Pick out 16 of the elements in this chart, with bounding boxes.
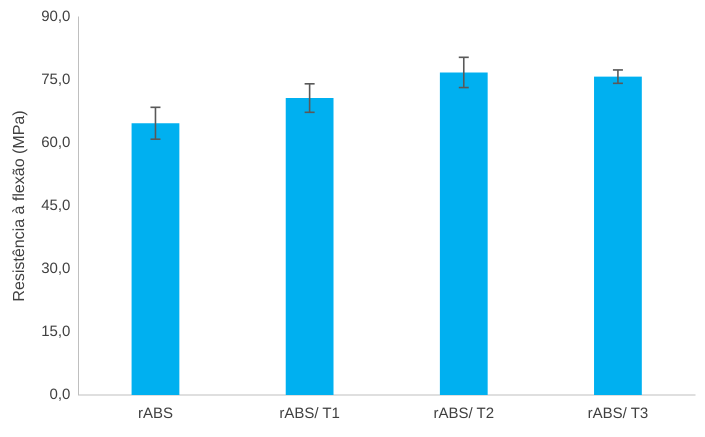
y-tick-label: 0,0	[50, 386, 70, 404]
y-axis-title: Resistência à flexão (MPa)	[11, 110, 28, 302]
bar	[594, 76, 642, 395]
bar	[132, 123, 180, 395]
y-tick-label: 60,0	[41, 134, 70, 152]
y-tick-label: 45,0	[41, 197, 70, 214]
y-tick-label: 90,0	[41, 8, 70, 26]
x-tick-label: rABS/ T2	[433, 405, 494, 422]
y-tick-label: 75,0	[41, 71, 70, 88]
y-tick-label: 30,0	[41, 260, 70, 278]
y-tick-label: 15,0	[41, 323, 70, 340]
bar	[440, 72, 488, 395]
x-tick-label: rABS/ T3	[588, 405, 648, 422]
x-tick-label: rABS	[138, 405, 173, 422]
x-tick-label: rABS/ T1	[279, 405, 340, 422]
bar	[286, 98, 334, 395]
